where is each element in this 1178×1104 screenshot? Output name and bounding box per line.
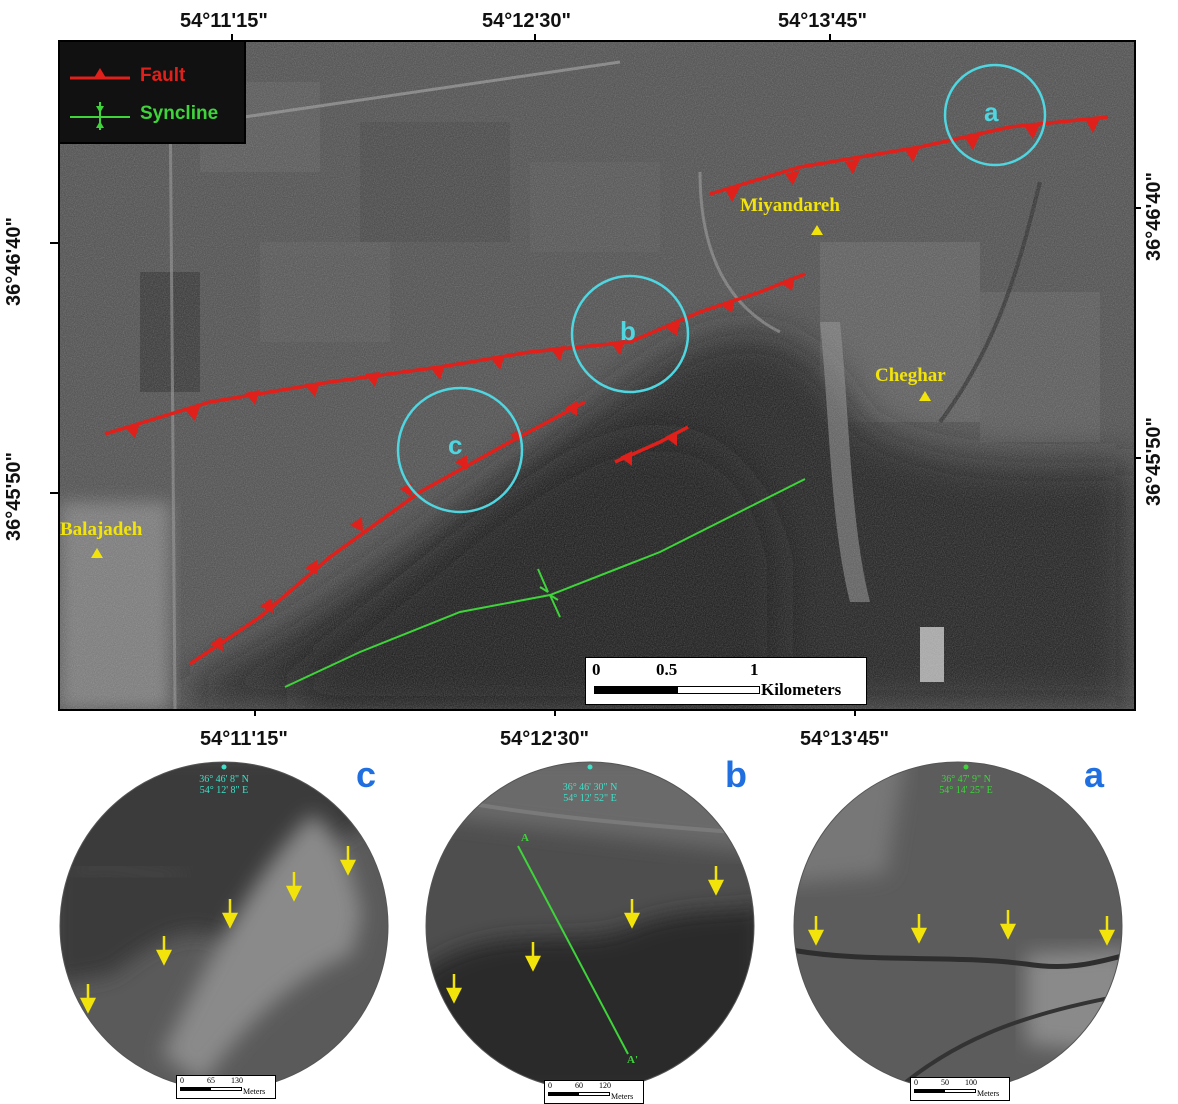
inset-b-scale-mid: 60 bbox=[575, 1081, 583, 1090]
satellite-map: Fault Syncline Miyandareh Cheghar Balaja… bbox=[58, 40, 1136, 711]
inset-c-scale-0: 0 bbox=[180, 1076, 184, 1085]
study-circles bbox=[396, 63, 1047, 514]
inset-b-lat: 36° 46' 30" N bbox=[562, 782, 618, 793]
place-label-balajadeh: Balajadeh bbox=[60, 519, 143, 540]
inset-b-scale-end: 120 bbox=[599, 1081, 611, 1090]
inset-b-scale-0: 0 bbox=[548, 1081, 552, 1090]
place-markers bbox=[91, 225, 931, 558]
syncline-line bbox=[284, 478, 806, 688]
legend: Fault Syncline bbox=[60, 42, 246, 144]
map-scalebar: 0 0.5 1 Kilometers bbox=[585, 657, 867, 705]
inset-c-lon: 54° 12' 8" E bbox=[199, 785, 249, 796]
circle-label-c: c bbox=[448, 430, 463, 460]
inset-c-arrows bbox=[79, 846, 357, 1014]
inset-c-lat: 36° 46' 8" N bbox=[199, 774, 249, 785]
inset-a: 36° 47' 9" N 54° 14' 25" E a 0 50 100 Me… bbox=[786, 754, 1131, 1101]
inset-a-scale-unit: Meters bbox=[977, 1089, 1000, 1098]
inset-a-lat: 36° 47' 9" N bbox=[941, 774, 991, 785]
inset-c-coords: 36° 46' 8" N 54° 12' 8" E bbox=[174, 774, 274, 796]
inset-a-arrows bbox=[807, 910, 1116, 946]
inset-b-coords: 36° 46' 30" N 54° 12' 52" E bbox=[540, 782, 640, 804]
inset-a-scale-end: 100 bbox=[965, 1078, 977, 1087]
scale-segment-black bbox=[594, 686, 677, 694]
inset-a-letter: a bbox=[1084, 754, 1105, 795]
inset-b-lon: 54° 12' 52" E bbox=[563, 793, 617, 804]
inset-c-scalebar: 0 65 130 Meters bbox=[176, 1075, 276, 1099]
inset-c-scale-end: 130 bbox=[231, 1076, 243, 1085]
profile-end-label: A' bbox=[627, 1054, 638, 1066]
inset-b-scale-unit: Meters bbox=[611, 1092, 634, 1101]
top-coord-1: 54°11'15" bbox=[180, 10, 268, 32]
inset-c-scale-mid: 65 bbox=[207, 1076, 215, 1085]
circle-label-b: b bbox=[620, 316, 636, 346]
inset-b: 36° 46' 30" N 54° 12' 52" E A A' b 0 60 … bbox=[418, 754, 763, 1104]
inset-a-lon: 54° 14' 25" E bbox=[939, 785, 993, 796]
inset-a-scale-0: 0 bbox=[914, 1078, 918, 1087]
inset-a-image bbox=[793, 761, 1123, 1091]
top-coord-3: 54°13'45" bbox=[778, 10, 867, 32]
map-imagery bbox=[60, 42, 1134, 709]
profile-line bbox=[517, 845, 629, 1055]
inset-b-letter: b bbox=[725, 754, 747, 795]
legend-syncline-label: Syncline bbox=[140, 103, 219, 124]
profile-start-label: A bbox=[521, 832, 529, 844]
circle-label-a: a bbox=[984, 97, 999, 127]
inset-c: 36° 46' 8" N 54° 12' 8" E c 0 65 130 Met… bbox=[52, 754, 397, 1099]
legend-syncline: Syncline bbox=[70, 100, 242, 130]
scale-tick-1: 1 bbox=[750, 660, 759, 679]
bottom-coord-2: 54°12'30" bbox=[500, 728, 589, 750]
bottom-coord-1: 54°11'15" bbox=[200, 728, 288, 750]
scale-unit: Kilometers bbox=[761, 680, 842, 699]
inset-c-scale-unit: Meters bbox=[243, 1087, 266, 1096]
inset-c-letter: c bbox=[356, 754, 377, 795]
inset-a-coords: 36° 47' 9" N 54° 14' 25" E bbox=[916, 774, 1016, 796]
scale-tick-0-5: 0.5 bbox=[656, 660, 678, 679]
legend-fault-label: Fault bbox=[140, 65, 186, 86]
fault-teeth bbox=[125, 118, 1100, 651]
place-label-cheghar: Cheghar bbox=[875, 365, 946, 386]
inset-b-image bbox=[425, 761, 755, 1091]
inset-a-scalebar: 0 50 100 Meters bbox=[910, 1077, 1010, 1101]
top-coord-2: 54°12'30" bbox=[482, 10, 571, 32]
place-label-miyandareh: Miyandareh bbox=[740, 195, 840, 216]
inset-a-scale-mid: 50 bbox=[941, 1078, 949, 1087]
scale-segment-white bbox=[677, 686, 760, 694]
inset-b-arrows bbox=[445, 866, 725, 1004]
scale-tick-0: 0 bbox=[592, 660, 601, 679]
inset-c-image bbox=[59, 761, 389, 1091]
inset-b-scalebar: 0 60 120 Meters bbox=[544, 1080, 644, 1104]
fault-symbol-icon bbox=[70, 68, 130, 80]
bottom-coord-3: 54°13'45" bbox=[800, 728, 889, 750]
syncline-symbol-icon bbox=[70, 102, 130, 130]
legend-fault: Fault bbox=[70, 62, 242, 92]
